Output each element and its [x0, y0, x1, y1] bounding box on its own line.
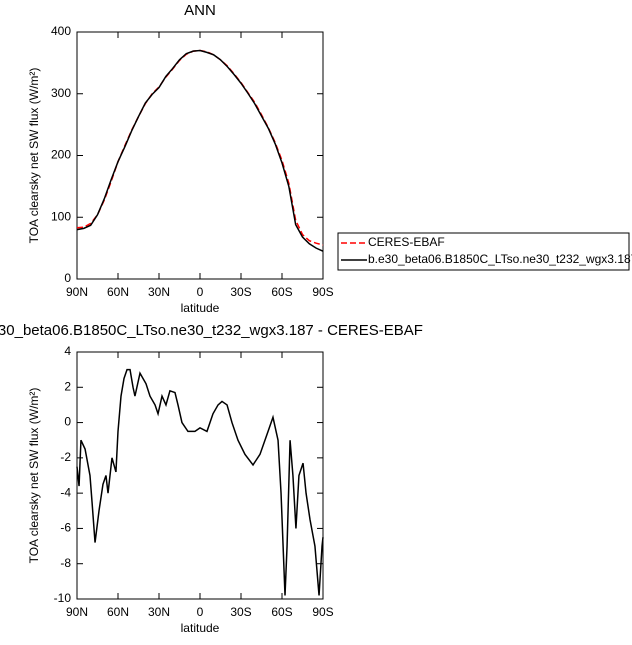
y-tick-label: 0 — [64, 271, 71, 285]
y-tick-label: -8 — [60, 556, 71, 570]
y-tick-label: -6 — [60, 521, 71, 535]
y-tick-label: 0 — [64, 415, 71, 429]
y-tick-label: 2 — [64, 379, 71, 393]
x-tick-label: 30S — [230, 605, 251, 619]
y-tick-label: -4 — [60, 485, 71, 499]
x-tick-label: 60N — [107, 605, 129, 619]
y-tick-label: 300 — [51, 86, 71, 100]
x-tick-label: 90N — [66, 605, 88, 619]
y-tick-label: 100 — [51, 209, 71, 223]
legend-label: CERES-EBAF — [368, 235, 445, 249]
x-tick-label: 60N — [107, 285, 129, 299]
x-tick-label: 30N — [148, 605, 170, 619]
y-tick-label: 4 — [64, 344, 71, 358]
y-axis-label: TOA clearsky net SW flux (W/m²) — [27, 388, 41, 564]
x-tick-label: 30N — [148, 285, 170, 299]
x-tick-label: 0 — [197, 285, 204, 299]
legend-box — [337, 232, 630, 271]
legend-label: b.e30_beta06.B1850C_LTso.ne30_t232_wgx3.… — [368, 252, 632, 266]
y-tick-label: -10 — [54, 591, 72, 605]
x-tick-label: 90N — [66, 285, 88, 299]
y-tick-label: 200 — [51, 148, 71, 162]
x-tick-label: 30S — [230, 285, 251, 299]
chart-title: b.e30_beta06.B1850C_LTso.ne30_t232_wgx3.… — [0, 322, 423, 339]
x-tick-label: 60S — [271, 605, 292, 619]
x-axis-label: latitude — [181, 621, 220, 635]
y-tick-label: 400 — [51, 24, 71, 38]
y-axis-label: TOA clearsky net SW flux (W/m²) — [27, 68, 41, 244]
x-tick-label: 0 — [197, 605, 204, 619]
x-tick-label: 90S — [312, 605, 333, 619]
x-axis-label: latitude — [181, 301, 220, 315]
data-line — [76, 49, 324, 246]
data-line — [76, 368, 324, 596]
plot-frame — [76, 31, 324, 280]
chart-title: ANN — [184, 2, 216, 19]
data-line — [76, 49, 324, 252]
x-tick-label: 90S — [312, 285, 333, 299]
x-tick-label: 60S — [271, 285, 292, 299]
y-tick-label: -2 — [60, 450, 71, 464]
